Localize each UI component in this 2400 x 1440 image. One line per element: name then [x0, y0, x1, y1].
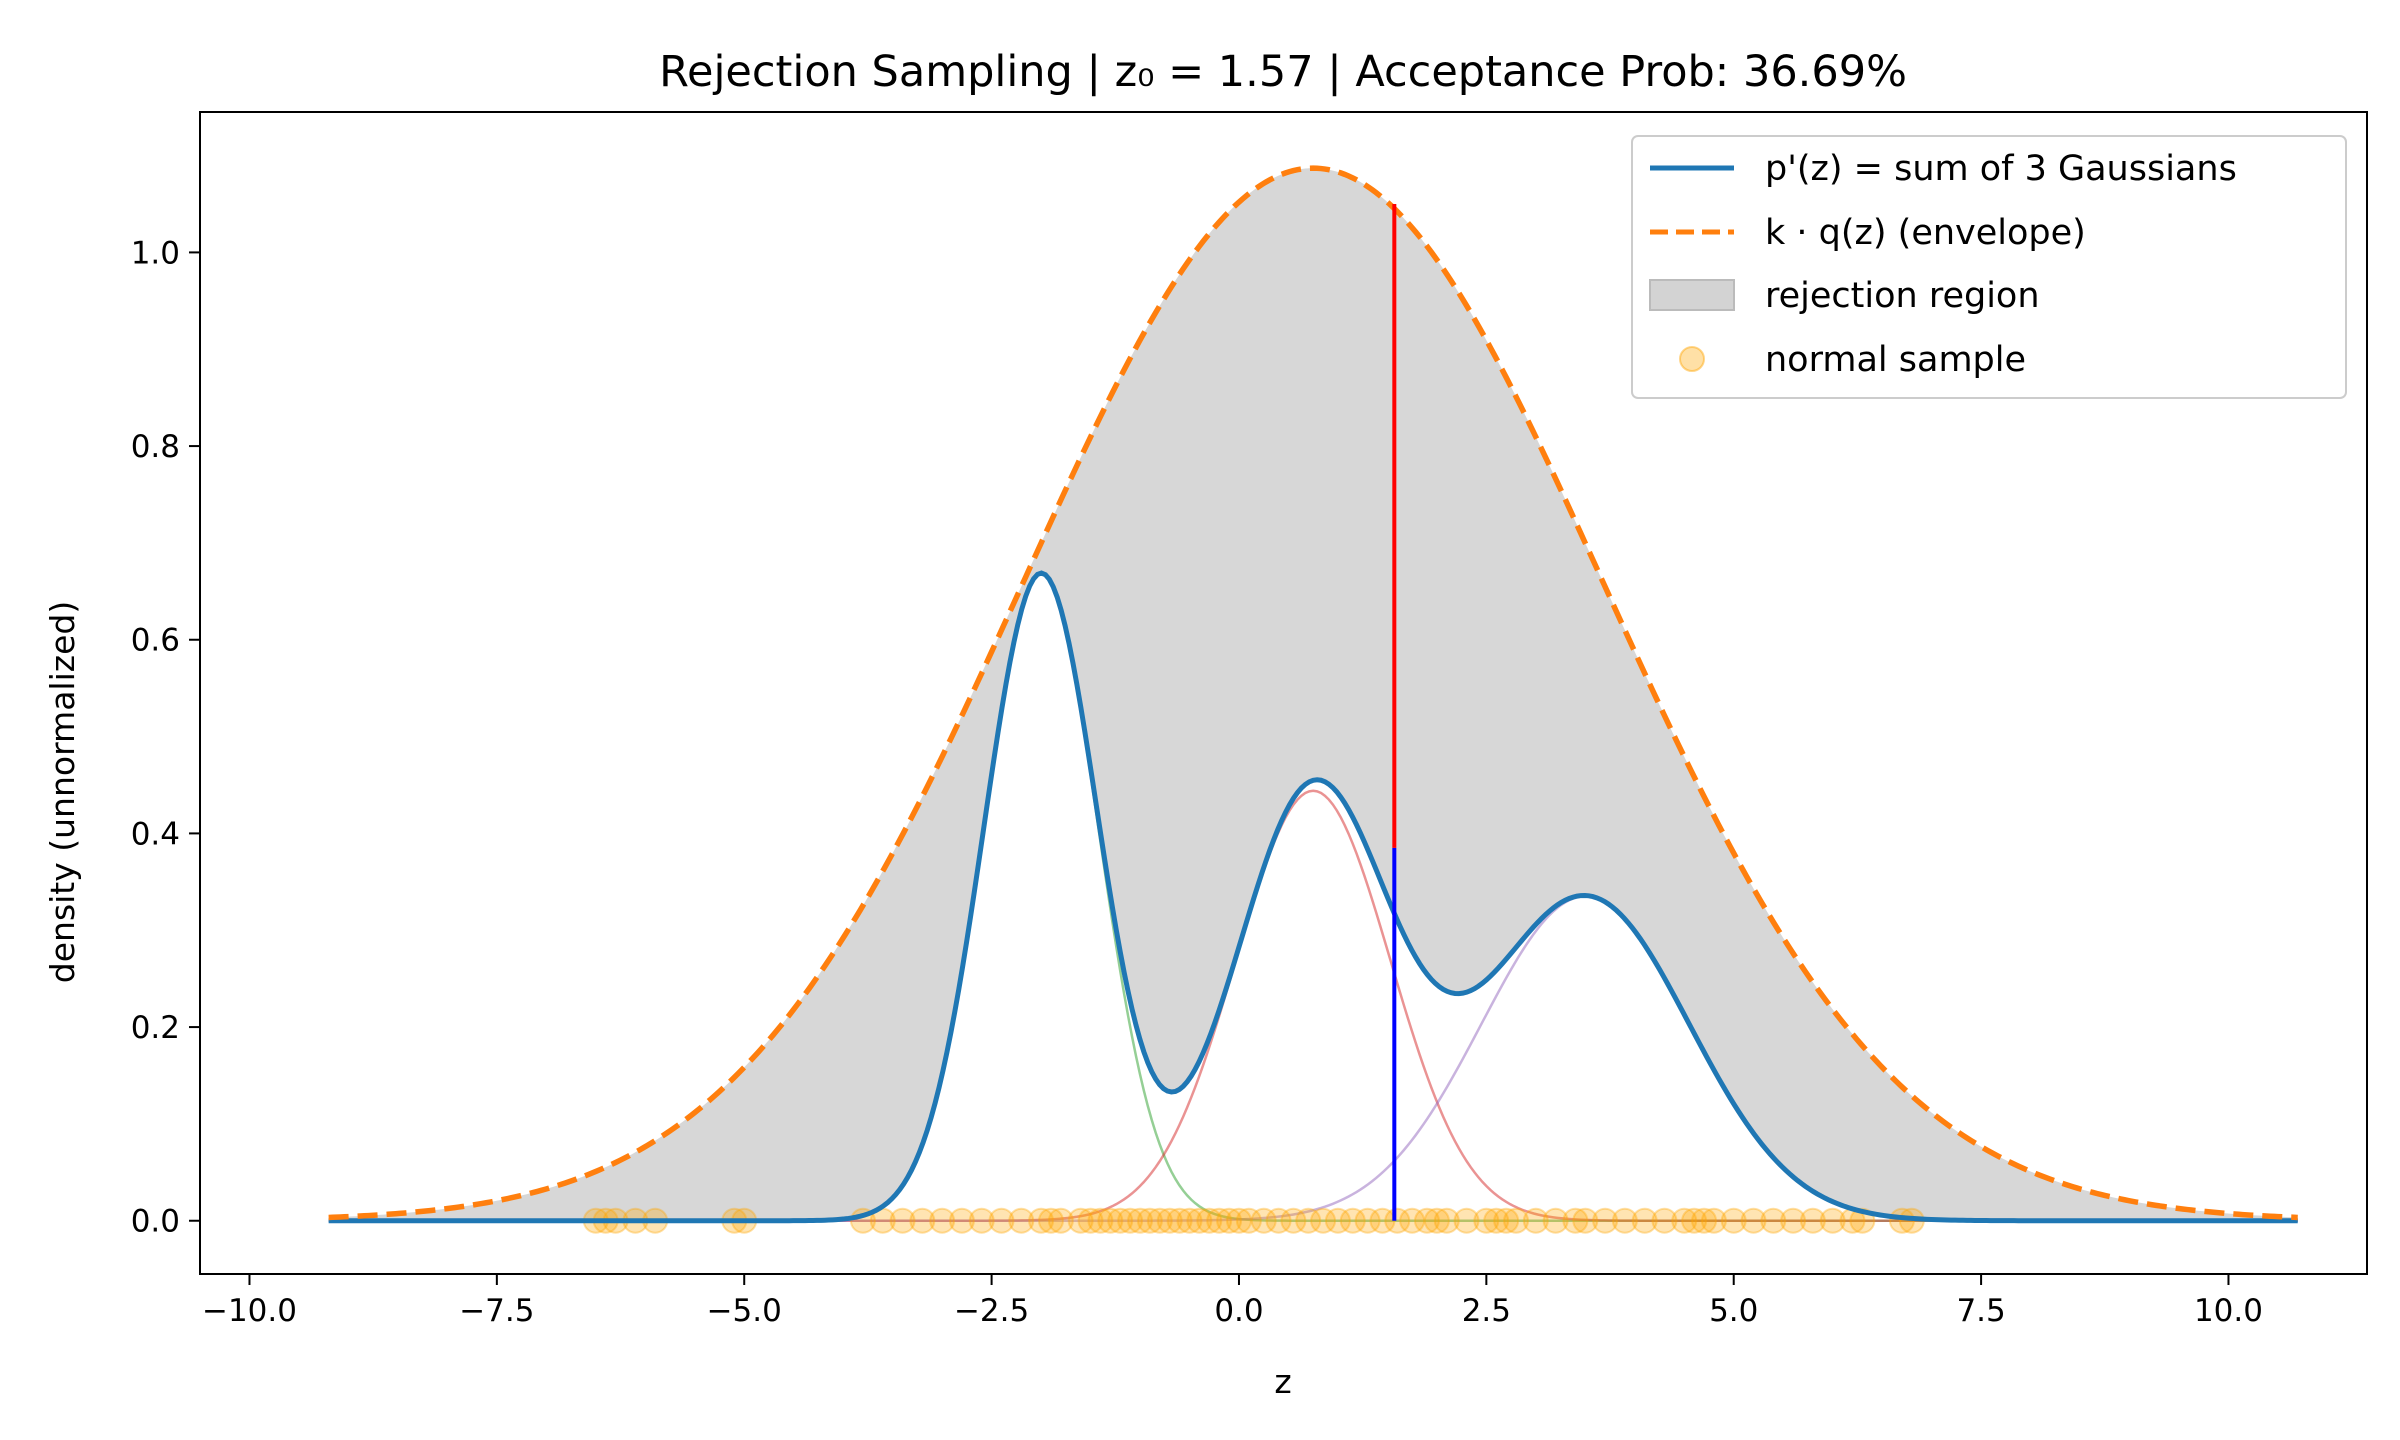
sample-point	[968, 1207, 995, 1234]
sample-point	[1700, 1207, 1727, 1234]
sample-point	[1087, 1207, 1114, 1234]
rejection-region-fill	[328, 168, 2298, 1221]
sample-point	[1631, 1207, 1658, 1234]
sample-point	[1413, 1207, 1440, 1234]
sample-point	[1127, 1207, 1154, 1234]
sample-point	[1037, 1207, 1064, 1234]
sample-point	[1107, 1207, 1134, 1234]
sample-point	[1671, 1207, 1698, 1234]
x-tick-label: 0.0	[1214, 1293, 1263, 1329]
sample-point	[1250, 1207, 1277, 1234]
envelope-curve	[328, 165, 2298, 1221]
sample-point	[1077, 1207, 1104, 1234]
sample-point	[1453, 1207, 1480, 1234]
sample-point	[1384, 1207, 1411, 1234]
y-axis-label: density (unnormalized)	[43, 601, 82, 983]
y-tick-label: 0.8	[131, 429, 180, 465]
sample-point	[1522, 1207, 1549, 1234]
sample-point	[1146, 1207, 1173, 1234]
sample-point	[1008, 1207, 1035, 1234]
sample-point	[948, 1207, 975, 1234]
sample-point	[1780, 1207, 1807, 1234]
x-tick-label: 10.0	[2194, 1293, 2263, 1329]
sample-point	[1136, 1207, 1163, 1234]
x-tick-label: −2.5	[954, 1293, 1029, 1329]
sample-point	[1354, 1207, 1381, 1234]
y-tick-label: 0.4	[131, 816, 180, 852]
sample-point	[1156, 1207, 1183, 1234]
x-tick-label: 2.5	[1462, 1293, 1511, 1329]
sample-point	[1483, 1207, 1510, 1234]
sample-point	[1542, 1207, 1569, 1234]
sample-point	[1720, 1207, 1747, 1234]
sample-point	[929, 1207, 956, 1234]
sample-point	[1493, 1207, 1520, 1234]
sample-point	[1206, 1207, 1233, 1234]
y-tick-label: 1.0	[131, 235, 180, 271]
x-tick-label: −5.0	[707, 1293, 782, 1329]
sample-point	[1799, 1207, 1826, 1234]
sample-point	[1028, 1207, 1055, 1234]
sample-point	[1681, 1207, 1708, 1234]
sample-point	[1176, 1207, 1203, 1234]
sample-point	[1216, 1207, 1243, 1234]
sample-point	[1423, 1207, 1450, 1234]
plot-area: −10.0 −7.5 −5.0 −2.5 0.0 2.5 5.0 7.5 10.0 0.0 0.2 0…	[131, 111, 2368, 1329]
sample-point	[1740, 1207, 1767, 1234]
sample-point	[1047, 1207, 1074, 1234]
sample-point	[1225, 1207, 1252, 1234]
x-tick-label: −10.0	[202, 1293, 297, 1329]
sample-point	[1310, 1207, 1337, 1234]
sample-point	[1399, 1207, 1426, 1234]
sample-point	[1166, 1207, 1193, 1234]
sample-point	[1433, 1207, 1460, 1234]
sample-point	[1503, 1207, 1530, 1234]
sample-point	[1339, 1207, 1366, 1234]
sample-point	[1186, 1207, 1213, 1234]
sample-point	[1265, 1207, 1292, 1234]
sample-point	[1067, 1207, 1094, 1234]
sample-point	[889, 1207, 916, 1234]
sample-point	[1280, 1207, 1307, 1234]
sample-point	[988, 1207, 1015, 1234]
sample-point	[1473, 1207, 1500, 1234]
sample-point	[1295, 1207, 1322, 1234]
sample-point	[1324, 1207, 1351, 1234]
legend-label-normal-sample: normal sample	[1765, 340, 2026, 380]
sample-point	[1097, 1207, 1124, 1234]
legend: p'(z) = sum of 3 Gaussians k · q(z) (env…	[1631, 135, 2347, 399]
sample-point	[1572, 1207, 1599, 1234]
legend-frame	[1631, 135, 2347, 399]
y-tick-label: 0.2	[131, 1010, 180, 1046]
sample-point	[1760, 1207, 1787, 1234]
sample-point	[1691, 1207, 1718, 1234]
plot-frame	[199, 111, 2368, 1275]
legend-label-p-curve: p'(z) = sum of 3 Gaussians	[1765, 149, 2237, 189]
x-axis-label: z	[1274, 1362, 1291, 1401]
y-tick-label: 0.6	[131, 623, 180, 659]
x-tick-label: 7.5	[1956, 1293, 2005, 1329]
p-curve	[328, 570, 2298, 1224]
sample-point	[1562, 1207, 1589, 1234]
chart-title: Rejection Sampling | z₀ = 1.57 | Accepta…	[659, 47, 1907, 97]
y-tick-label: 0.0	[131, 1204, 180, 1240]
sample-point	[1235, 1207, 1262, 1234]
sample-point	[1819, 1207, 1846, 1234]
sample-point	[1611, 1207, 1638, 1234]
x-tick-label: 5.0	[1709, 1293, 1758, 1329]
legend-swatch-rejection-region	[1649, 279, 1735, 311]
legend-label-rejection-region: rejection region	[1765, 276, 2040, 316]
sample-point	[909, 1207, 936, 1234]
sample-point	[1651, 1207, 1678, 1234]
legend-swatch-normal-sample	[1679, 346, 1705, 372]
legend-label-envelope: k · q(z) (envelope)	[1765, 213, 2086, 253]
sample-point	[1196, 1207, 1223, 1234]
x-tick-label: −7.5	[459, 1293, 534, 1329]
sample-point	[1592, 1207, 1619, 1234]
sample-point	[1117, 1207, 1144, 1234]
